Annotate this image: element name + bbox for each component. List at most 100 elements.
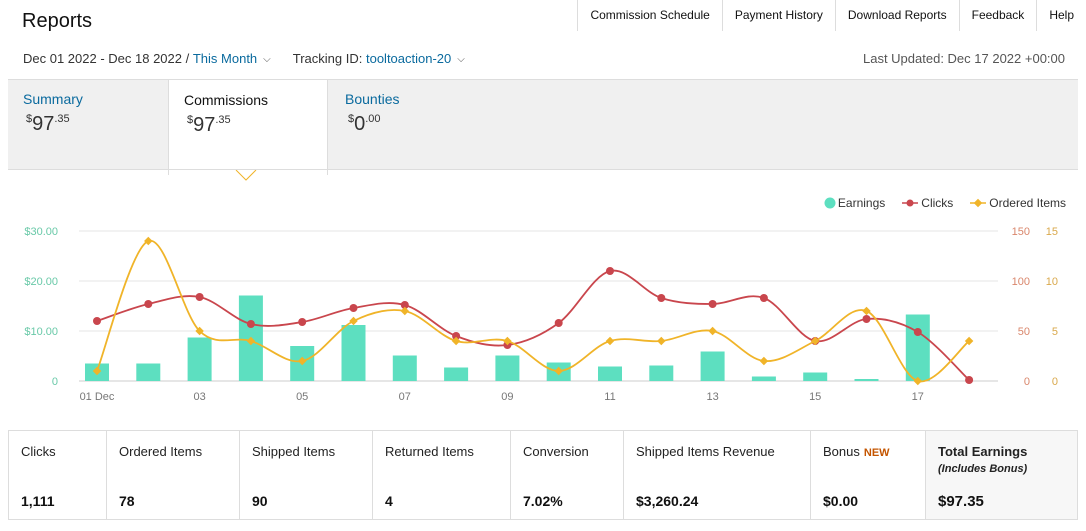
last-updated: Last Updated: Dec 17 2022 +00:00 — [862, 51, 1065, 66]
commission-schedule-button[interactable]: Commission Schedule — [578, 0, 723, 31]
amount-cents: .00 — [365, 113, 381, 125]
ordered-items-point — [144, 236, 153, 246]
tab-commissions[interactable]: Commissions $97.35 — [168, 79, 328, 175]
stat-label: Clicks — [21, 444, 56, 459]
clicks-point — [965, 376, 974, 384]
ordered-items-point — [503, 336, 512, 346]
stat-value: 1,111 — [21, 493, 55, 509]
ordered-items-point — [657, 336, 666, 346]
legend-clicks[interactable]: Clicks — [901, 196, 953, 210]
clicks-point — [708, 300, 717, 308]
earnings-bar — [700, 351, 725, 381]
earnings-bar — [905, 314, 930, 381]
stat-label: Returned Items — [385, 444, 474, 459]
ordered-items-point — [862, 306, 871, 316]
stat-value: $0.00 — [823, 493, 859, 509]
ordered-items-point — [759, 356, 769, 366]
clicks-point — [400, 301, 409, 309]
stat-label: Bonus NEW — [823, 444, 915, 459]
ordered-items-point — [92, 366, 102, 376]
x-tick-label: 13 — [706, 391, 718, 403]
ordered-items-point — [297, 356, 307, 366]
x-tick-label: 01 Dec — [80, 391, 115, 403]
active-tab-caret-icon — [235, 170, 257, 181]
stat-value: $97.35 — [938, 493, 984, 510]
y-tick-label: 0 — [1024, 376, 1030, 388]
legend-earnings[interactable]: Earnings — [824, 196, 885, 210]
stat-label: Ordered Items — [119, 444, 203, 459]
stats-bar: Clicks 1,111 Ordered Items 78 Shipped It… — [8, 430, 1078, 520]
currency-symbol: $ — [26, 113, 33, 125]
ordered-items-point — [708, 326, 717, 336]
tab-summary[interactable]: Summary $97.35 — [8, 79, 168, 174]
chevron-down-icon[interactable]: ⌵ — [457, 54, 465, 65]
tab-label: Commissions — [184, 92, 269, 108]
top-nav: Commission Schedule Payment History Down… — [577, 0, 1086, 31]
currency-symbol: $ — [348, 113, 355, 125]
clicks-point — [657, 294, 666, 302]
chart-panel: $30.00 150 15 $20.00 100 10 $10.00 50 5 0 0 0 01 Dec… — [8, 169, 1078, 429]
help-button[interactable]: Help — [1037, 0, 1086, 31]
legend-ordered-items[interactable]: Ordered Items — [969, 196, 1066, 210]
y-tick-label: 15 — [1046, 226, 1058, 238]
clicks-point — [862, 315, 871, 323]
amount-cents: .35 — [54, 113, 70, 125]
stat-label: Total Earnings — [938, 444, 1028, 459]
new-badge: NEW — [863, 447, 890, 459]
y-tick-label: 10 — [1046, 276, 1058, 288]
clicks-point — [554, 319, 563, 327]
stat-sub-label: (Includes Bonus) — [938, 463, 1028, 475]
earnings-bar — [803, 372, 828, 381]
y-tick-label: 50 — [1018, 326, 1030, 338]
x-tick-label: 03 — [193, 391, 205, 403]
amount-cents: .35 — [215, 114, 231, 126]
stat-value: $3,260.24 — [636, 493, 699, 509]
earnings-bar — [444, 367, 469, 381]
x-tick-label: 17 — [912, 391, 924, 403]
y-tick-label: 100 — [1012, 276, 1030, 288]
clicks-line — [96, 269, 970, 381]
chevron-down-icon[interactable]: ⌵ — [263, 54, 271, 65]
tab-bounties[interactable]: Bounties $0.00 — [330, 79, 490, 174]
legend-label: Earnings — [837, 196, 886, 210]
clicks-swatch-icon — [902, 199, 919, 207]
earnings-bar — [854, 379, 879, 381]
tracking-id-dropdown[interactable]: tooltoaction-20 — [365, 51, 452, 66]
earnings-bar — [341, 325, 366, 381]
currency-symbol: $ — [187, 114, 194, 126]
earnings-bar — [751, 376, 776, 381]
stat-ordered-items: Ordered Items 78 — [107, 431, 240, 519]
tab-label: Bounties — [345, 91, 400, 107]
stat-shipped-items: Shipped Items 90 — [240, 431, 373, 519]
earnings-bar — [649, 365, 674, 381]
clicks-point — [195, 293, 204, 301]
ordered-items-point — [195, 326, 204, 336]
earnings-bar — [392, 355, 417, 381]
period-dropdown[interactable]: This Month — [192, 51, 258, 66]
clicks-point — [93, 317, 101, 325]
amount-whole: 97 — [193, 114, 216, 136]
x-tick-label: 05 — [296, 391, 308, 403]
stat-label: Shipped Items — [252, 444, 336, 459]
earnings-chart: $30.00 150 15$20.00 100 10$10.00 50 50 0 001 Dec… — [24, 170, 1058, 403]
date-range-label: Dec 01 2022 - Dec 18 2022 / — [23, 51, 190, 66]
download-reports-button[interactable]: Download Reports — [835, 0, 960, 31]
ordered-items-point — [400, 306, 410, 316]
ordered-items-point — [913, 376, 923, 386]
chart-legend: Earnings Clicks Ordered Items — [808, 196, 1066, 210]
clicks-point — [144, 300, 153, 308]
earnings-bar — [136, 363, 161, 381]
stat-value: 90 — [252, 493, 268, 509]
clicks-point — [349, 304, 358, 312]
legend-label: Ordered Items — [989, 196, 1066, 210]
clicks-point — [452, 332, 461, 340]
amount-whole: 0 — [354, 113, 366, 135]
clicks-point — [298, 318, 307, 326]
stat-value: 4 — [385, 493, 393, 509]
ordered-items-point — [964, 336, 974, 346]
stat-total-earnings: Total Earnings (Includes Bonus) $97.35 — [926, 431, 1077, 519]
payment-history-button[interactable]: Payment History — [722, 0, 836, 31]
y-tick-label: 0 — [52, 376, 58, 388]
feedback-button[interactable]: Feedback — [959, 0, 1038, 31]
stat-conversion: Conversion 7.02% — [511, 431, 624, 519]
